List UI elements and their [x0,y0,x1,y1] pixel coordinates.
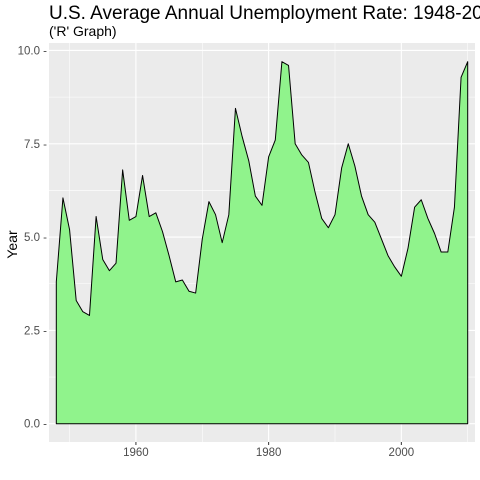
chart-subtitle: ('R' Graph) [49,23,117,39]
y-tick-label: 2.5 - [24,325,47,337]
x-axis-ticks: 1960 1980 2000 [123,442,414,459]
y-axis-ticks: 0.0 - 2.5 - 5.0 - 7.5 - 10.0 - [18,45,48,430]
unemployment-area [55,61,469,425]
y-tick-label: 5.0 - [24,232,47,244]
series-layer [55,61,469,425]
x-tick-label: 2000 [389,447,415,459]
y-tick-label: 7.5 - [24,139,47,151]
y-axis-title: Year [4,230,20,259]
chart-title: U.S. Average Annual Unemployment Rate: 1… [49,3,480,24]
x-tick-label: 1960 [123,447,149,459]
x-tick-label: 1980 [256,447,282,459]
y-tick-label: 0.0 - [24,419,47,431]
y-tick-label: 10.0 - [18,45,48,57]
